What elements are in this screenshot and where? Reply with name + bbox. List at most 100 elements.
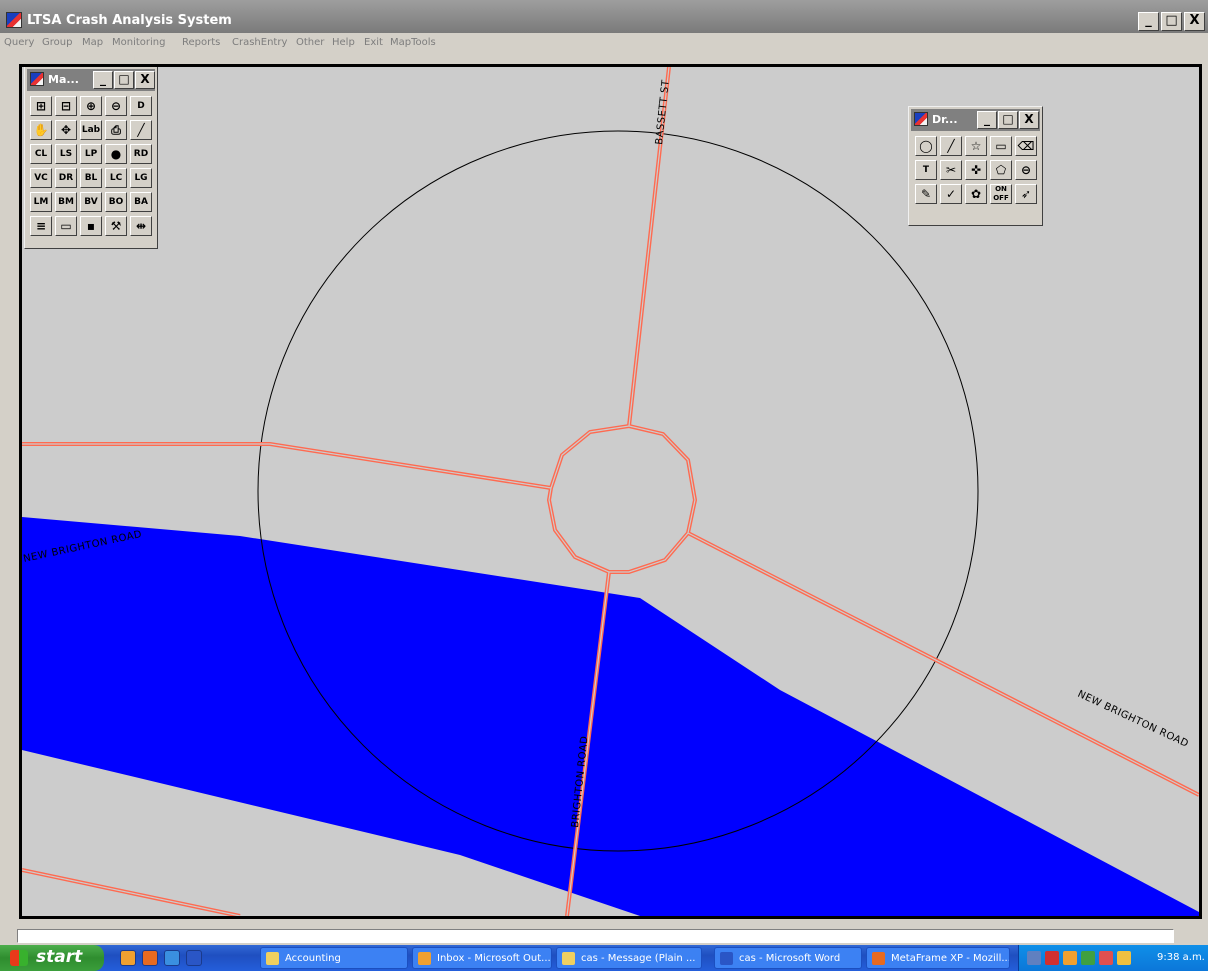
draw-toolbox-titlebar[interactable]: Dr... _ □ X [911,109,1040,131]
map-tool-lc[interactable]: LC [105,168,127,188]
map-tool-ba[interactable]: BA [130,192,152,212]
buffer-circle [257,130,979,852]
palette-icon[interactable]: ✿ [965,184,987,204]
polygon-icon[interactable]: ☆ [965,136,987,156]
minimize-button[interactable]: _ [1138,12,1159,31]
map-tool-ls[interactable]: LS [55,144,77,164]
zoom-select-icon[interactable]: ⊖ [1015,160,1037,180]
pen-line-icon[interactable]: ╱ [130,120,152,140]
zoom-out-box-icon[interactable]: ⊟ [55,96,77,116]
menu-map[interactable]: Map [82,37,104,48]
menu-group[interactable]: Group [42,37,73,48]
map-tool-bm[interactable]: BM [55,192,77,212]
menu-query[interactable]: Query [4,37,35,48]
maximize-button[interactable]: □ [998,111,1018,129]
menu-other[interactable]: Other [296,37,325,48]
rectangle-icon[interactable]: ▭ [990,136,1012,156]
zoom-in-icon[interactable]: ⊕ [80,96,102,116]
taskbar: start Accounting Inbox - Microsoft Out..… [0,945,1208,971]
maximize-button[interactable]: □ [1161,12,1182,31]
map-tool-bv[interactable]: BV [80,192,102,212]
task-inbox[interactable]: Inbox - Microsoft Out... [412,947,552,969]
ie-quicklaunch-icon[interactable] [164,950,180,966]
envelope-icon [562,952,575,965]
draw-tool-t[interactable]: T [915,160,937,180]
map-tool-cl[interactable]: CL [30,144,52,164]
app-icon [30,72,44,86]
network-tray-icon[interactable] [1081,951,1095,965]
split-icon[interactable]: ⇹ [130,216,152,236]
task-label: MetaFrame XP - Mozill... [891,953,1010,964]
zoom-out-icon[interactable]: ⊖ [105,96,127,116]
close-button[interactable]: X [1019,111,1039,129]
menu-crashentry[interactable]: CrashEntry [232,37,288,48]
task-label: Inbox - Microsoft Out... [437,953,551,964]
word-quicklaunch-icon[interactable] [186,950,202,966]
map-tool-lg[interactable]: LG [130,168,152,188]
task-cas-message[interactable]: cas - Message (Plain ... [556,947,702,969]
task-accounting[interactable]: Accounting [260,947,408,969]
zoom-in-box-icon[interactable]: ⊞ [30,96,52,116]
close-button[interactable]: X [1184,12,1205,31]
map-tool-bl[interactable]: BL [80,168,102,188]
globe-icon[interactable]: ● [105,144,127,164]
task-metaframe[interactable]: MetaFrame XP - Mozill... [866,947,1010,969]
scissors-icon[interactable]: ✂ [940,160,962,180]
maximize-button[interactable]: □ [114,71,134,89]
menu-maptools[interactable]: MapTools [390,37,436,48]
security-tray-icon[interactable] [1099,951,1113,965]
menu-monitoring[interactable]: Monitoring [112,37,166,48]
map-tool-lab[interactable]: Lab [80,120,102,140]
draw-tool-on-off[interactable]: ON OFF [990,184,1012,204]
minimize-button[interactable]: _ [977,111,997,129]
outlook-quicklaunch-icon[interactable] [120,950,136,966]
arrow-tool-icon[interactable]: ➶ [1015,184,1037,204]
windows-logo-icon [10,950,28,966]
map-tool-rd[interactable]: RD [130,144,152,164]
circle-icon[interactable]: ◯ [915,136,937,156]
select-shape-icon[interactable]: ⬠ [990,160,1012,180]
eraser-icon[interactable]: ⌫ [1015,136,1037,156]
menu-bar: Query Group Map Monitoring Reports Crash… [0,33,1208,53]
highlighter-icon[interactable]: ✎ [915,184,937,204]
save-icon[interactable]: ▪ [80,216,102,236]
monitor-tray-icon[interactable] [1027,951,1041,965]
monitor-icon[interactable]: ▭ [55,216,77,236]
outlook-icon [418,952,431,965]
word-icon [720,952,733,965]
firefox-quicklaunch-icon[interactable] [142,950,158,966]
menu-help[interactable]: Help [332,37,355,48]
map-toolbox: Ma... _ □ X ⊞ ⊟ ⊕ ⊖ D ✋ ✥ Lab ⎙ ╱ CL LS LP ● RD VC DR BL L… [24,67,158,249]
hand-pan-icon[interactable]: ✋ [30,120,52,140]
close-button[interactable]: X [135,71,155,89]
map-tool-bo[interactable]: BO [105,192,127,212]
antivirus-tray-icon[interactable] [1045,951,1059,965]
print-icon[interactable]: ⎙ [105,120,127,140]
tools-icon[interactable]: ⚒ [105,216,127,236]
map-view[interactable]: BASSETT ST NEW BRIGHTON ROAD NEW BRIGHTO… [19,64,1202,919]
task-cas-word[interactable]: cas - Microsoft Word [714,947,862,969]
map-tool-d[interactable]: D [130,96,152,116]
app-icon [6,12,22,28]
minimize-button[interactable]: _ [93,71,113,89]
menu-reports[interactable]: Reports [182,37,221,48]
update-tray-icon[interactable] [1117,951,1131,965]
map-tool-dr[interactable]: DR [55,168,77,188]
node-add-icon[interactable]: ✓ [940,184,962,204]
line-icon[interactable]: ╱ [940,136,962,156]
start-button[interactable]: start [0,945,104,971]
move-node-icon[interactable]: ✜ [965,160,987,180]
map-tool-vc[interactable]: VC [30,168,52,188]
move-icon[interactable]: ✥ [55,120,77,140]
map-toolbox-titlebar[interactable]: Ma... _ □ X [27,69,155,91]
list-icon[interactable]: ≡ [30,216,52,236]
outlook-tray-icon[interactable] [1063,951,1077,965]
map-canvas[interactable]: BASSETT ST NEW BRIGHTON ROAD NEW BRIGHTO… [22,67,1199,916]
status-bar [17,929,1174,943]
map-tool-lp[interactable]: LP [80,144,102,164]
task-label: cas - Message (Plain ... [581,953,696,964]
road-nbr-west [22,442,552,490]
menu-exit[interactable]: Exit [364,37,383,48]
map-tool-lm[interactable]: LM [30,192,52,212]
task-label: Accounting [285,953,341,964]
